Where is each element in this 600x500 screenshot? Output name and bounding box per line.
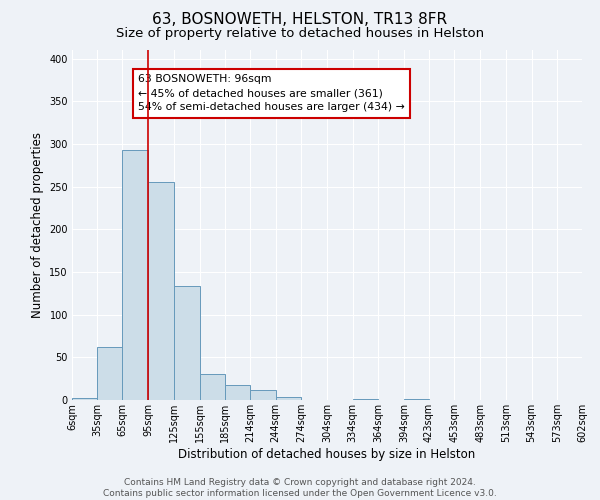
Bar <box>353 399 379 400</box>
Bar <box>199 374 225 400</box>
Bar <box>275 398 301 400</box>
Bar <box>148 182 174 400</box>
Bar <box>122 150 148 400</box>
Bar <box>174 286 199 400</box>
Bar <box>97 347 122 400</box>
Bar <box>250 390 275 400</box>
Text: Size of property relative to detached houses in Helston: Size of property relative to detached ho… <box>116 28 484 40</box>
X-axis label: Distribution of detached houses by size in Helston: Distribution of detached houses by size … <box>178 448 476 460</box>
Text: 63, BOSNOWETH, HELSTON, TR13 8FR: 63, BOSNOWETH, HELSTON, TR13 8FR <box>152 12 448 28</box>
Y-axis label: Number of detached properties: Number of detached properties <box>31 132 44 318</box>
Bar <box>225 384 250 400</box>
Text: Contains HM Land Registry data © Crown copyright and database right 2024.
Contai: Contains HM Land Registry data © Crown c… <box>103 478 497 498</box>
Bar <box>404 399 429 400</box>
Text: 63 BOSNOWETH: 96sqm
← 45% of detached houses are smaller (361)
54% of semi-detac: 63 BOSNOWETH: 96sqm ← 45% of detached ho… <box>139 74 405 112</box>
Bar <box>72 398 97 400</box>
